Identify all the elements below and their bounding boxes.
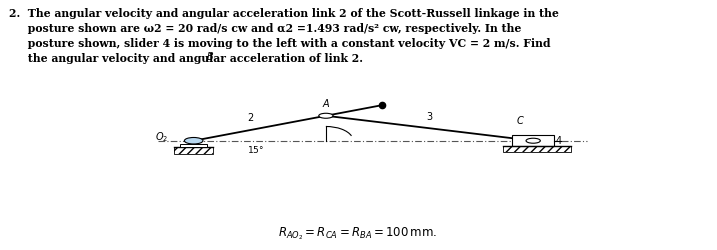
Text: the angular velocity and angular acceleration of link 2.: the angular velocity and angular acceler… (9, 53, 364, 64)
Text: posture shown are ω2 = 20 rad/s cw and α2 =1.493 rad/s² cw, respectively. In the: posture shown are ω2 = 20 rad/s cw and α… (9, 23, 522, 34)
Text: $B$: $B$ (206, 50, 214, 62)
Bar (503, 146, 571, 152)
Bar (174, 148, 214, 154)
Bar (503, 146, 571, 152)
Text: $3$: $3$ (426, 109, 433, 121)
Bar (513, 136, 554, 146)
Text: $2$: $2$ (247, 110, 255, 122)
Text: 2.  The angular velocity and angular acceleration link 2 of the Scott-Russell li: 2. The angular velocity and angular acce… (9, 8, 559, 19)
Text: posture shown, slider 4 is moving to the left with a constant velocity VC = 2 m/: posture shown, slider 4 is moving to the… (9, 38, 551, 49)
Bar (174, 148, 214, 154)
Circle shape (184, 138, 203, 144)
Text: $15°$: $15°$ (247, 144, 265, 154)
Text: $A$: $A$ (322, 97, 330, 109)
Text: $C$: $C$ (516, 114, 525, 126)
Text: $O_2$: $O_2$ (156, 129, 168, 143)
Text: $R_{AO_2} = R_{CA} = R_{BA} = 100\,\mathrm{mm}.$: $R_{AO_2} = R_{CA} = R_{BA} = 100\,\math… (278, 224, 437, 240)
Circle shape (526, 139, 541, 144)
Circle shape (319, 114, 333, 119)
Bar (180, 144, 207, 148)
Text: $4$: $4$ (555, 134, 562, 146)
